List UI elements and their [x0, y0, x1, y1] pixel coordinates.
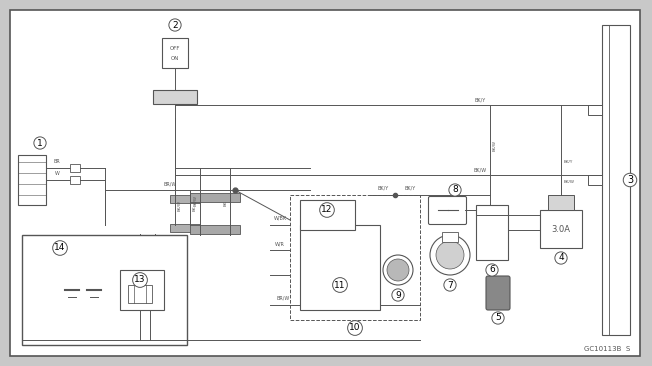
Bar [290, 195, 420, 320]
Text: 6: 6 [489, 265, 495, 274]
Text: BK/W: BK/W [194, 195, 198, 206]
Text: BR/W: BR/W [276, 296, 289, 301]
Text: 3.0A: 3.0A [552, 225, 570, 235]
Bar [476, 205, 508, 260]
Text: W/R: W/R [275, 241, 285, 246]
Bar [128, 285, 152, 303]
Bar [162, 38, 188, 68]
Bar [18, 155, 46, 205]
Bar [442, 232, 458, 242]
Text: 1: 1 [37, 138, 43, 147]
Bar [153, 90, 197, 104]
Bar [540, 210, 582, 248]
Text: GC10113B  S: GC10113B S [584, 346, 630, 352]
Text: 3: 3 [627, 175, 633, 185]
Text: 12: 12 [321, 205, 333, 214]
Text: 4: 4 [558, 254, 564, 262]
Text: 5: 5 [495, 314, 501, 322]
Circle shape [430, 235, 470, 275]
Bar [190, 225, 240, 234]
Bar [70, 164, 80, 172]
Bar [548, 195, 574, 210]
Circle shape [387, 259, 409, 281]
Text: 7: 7 [447, 280, 453, 290]
Text: BK/W: BK/W [493, 140, 497, 151]
Text: ON: ON [171, 56, 179, 60]
Bar [300, 200, 355, 230]
Bar [300, 225, 380, 310]
Text: BK/W: BK/W [564, 180, 575, 184]
Text: 10: 10 [349, 324, 361, 332]
Bar [588, 105, 602, 115]
Text: W/BK: W/BK [273, 216, 287, 221]
Bar [588, 175, 602, 185]
Text: BK: BK [224, 201, 228, 206]
Text: BK/Y: BK/Y [378, 186, 389, 191]
Text: 9: 9 [395, 291, 401, 299]
Circle shape [383, 255, 413, 285]
Text: W: W [55, 171, 59, 176]
Text: OFF: OFF [170, 45, 180, 51]
Bar [22, 235, 187, 345]
Circle shape [436, 241, 464, 269]
Text: BK/Y: BK/Y [564, 160, 573, 164]
Text: BR/W: BR/W [164, 181, 177, 186]
FancyBboxPatch shape [428, 197, 466, 224]
Text: BK/W: BK/W [473, 167, 486, 172]
Bar [170, 195, 200, 203]
Bar [70, 176, 80, 184]
FancyBboxPatch shape [486, 276, 510, 310]
Text: BR: BR [396, 296, 404, 301]
Text: BR: BR [53, 159, 61, 164]
Text: 8: 8 [452, 186, 458, 194]
Text: BK: BK [193, 205, 197, 211]
Text: BK/W: BK/W [178, 200, 182, 211]
Bar [120, 270, 164, 310]
Text: 14: 14 [54, 243, 66, 253]
Bar [170, 224, 200, 232]
Text: 13: 13 [134, 276, 146, 284]
Text: BK/Y: BK/Y [475, 97, 486, 102]
Text: 11: 11 [334, 280, 346, 290]
Text: 2: 2 [172, 20, 178, 30]
Bar [190, 193, 240, 202]
Text: BK/Y: BK/Y [404, 186, 415, 191]
Bar [602, 25, 630, 335]
